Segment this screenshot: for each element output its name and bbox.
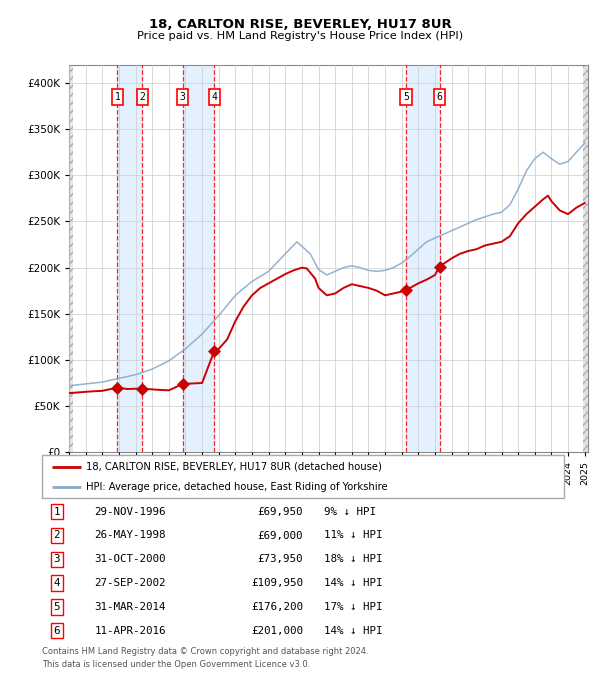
Text: Contains HM Land Registry data © Crown copyright and database right 2024.: Contains HM Land Registry data © Crown c…: [42, 647, 368, 656]
FancyBboxPatch shape: [42, 455, 564, 498]
Bar: [69, 65, 73, 452]
Text: 1: 1: [53, 507, 60, 517]
Text: 5: 5: [53, 602, 60, 612]
Text: 14% ↓ HPI: 14% ↓ HPI: [324, 578, 382, 588]
Text: £176,200: £176,200: [251, 602, 303, 612]
Text: 18, CARLTON RISE, BEVERLEY, HU17 8UR: 18, CARLTON RISE, BEVERLEY, HU17 8UR: [149, 18, 451, 31]
Bar: [118, 65, 142, 452]
Bar: [183, 65, 214, 452]
Text: 29-NOV-1996: 29-NOV-1996: [94, 507, 166, 517]
Text: 6: 6: [437, 92, 443, 102]
Text: £69,950: £69,950: [257, 507, 303, 517]
Text: 11-APR-2016: 11-APR-2016: [94, 626, 166, 636]
Text: £201,000: £201,000: [251, 626, 303, 636]
Text: 17% ↓ HPI: 17% ↓ HPI: [324, 602, 382, 612]
Text: 6: 6: [53, 626, 60, 636]
Text: 9% ↓ HPI: 9% ↓ HPI: [324, 507, 376, 517]
Text: 11% ↓ HPI: 11% ↓ HPI: [324, 530, 382, 541]
Text: £73,950: £73,950: [257, 554, 303, 564]
Text: 26-MAY-1998: 26-MAY-1998: [94, 530, 166, 541]
Text: 31-OCT-2000: 31-OCT-2000: [94, 554, 166, 564]
Text: 2: 2: [53, 530, 60, 541]
Text: 5: 5: [403, 92, 409, 102]
Text: 18, CARLTON RISE, BEVERLEY, HU17 8UR (detached house): 18, CARLTON RISE, BEVERLEY, HU17 8UR (de…: [86, 462, 382, 472]
Text: £109,950: £109,950: [251, 578, 303, 588]
Bar: [406, 65, 440, 452]
Text: 14% ↓ HPI: 14% ↓ HPI: [324, 626, 382, 636]
Text: This data is licensed under the Open Government Licence v3.0.: This data is licensed under the Open Gov…: [42, 660, 310, 668]
Bar: [583, 65, 589, 452]
Text: 3: 3: [180, 92, 186, 102]
Text: 1: 1: [115, 92, 121, 102]
Text: Price paid vs. HM Land Registry's House Price Index (HPI): Price paid vs. HM Land Registry's House …: [137, 31, 463, 41]
Text: 3: 3: [53, 554, 60, 564]
Text: 4: 4: [53, 578, 60, 588]
Text: £69,000: £69,000: [257, 530, 303, 541]
Text: 27-SEP-2002: 27-SEP-2002: [94, 578, 166, 588]
Text: 4: 4: [211, 92, 217, 102]
Text: 2: 2: [139, 92, 145, 102]
Text: 31-MAR-2014: 31-MAR-2014: [94, 602, 166, 612]
Text: HPI: Average price, detached house, East Riding of Yorkshire: HPI: Average price, detached house, East…: [86, 482, 388, 492]
Text: 18% ↓ HPI: 18% ↓ HPI: [324, 554, 382, 564]
